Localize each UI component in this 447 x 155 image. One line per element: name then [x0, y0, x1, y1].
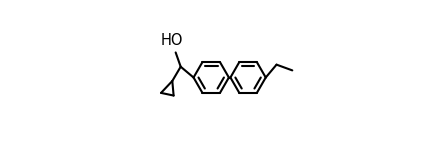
Text: HO: HO [160, 33, 183, 48]
